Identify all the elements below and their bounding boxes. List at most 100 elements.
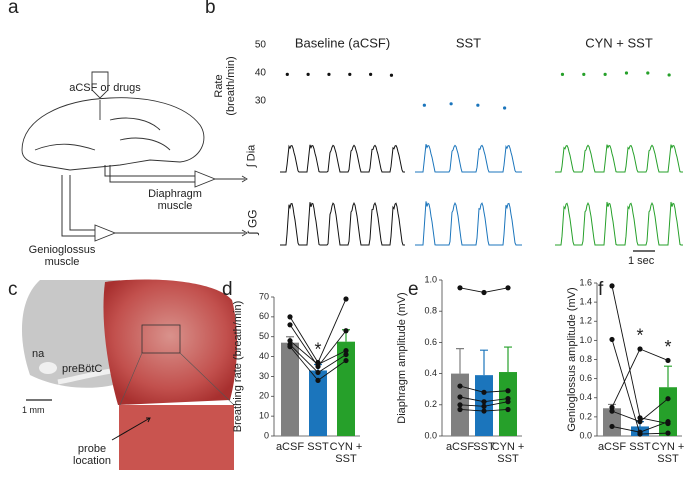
x-tick-label: aCSF bbox=[597, 441, 627, 453]
y-tick-label: 50 bbox=[259, 331, 269, 341]
subject-line bbox=[289, 340, 319, 365]
subject-point bbox=[481, 399, 487, 405]
x-tick-label: SST bbox=[307, 441, 329, 453]
signal-trace bbox=[415, 201, 522, 246]
subject-line bbox=[639, 398, 669, 423]
y-tick-label: 40 bbox=[259, 351, 269, 361]
subject-point bbox=[665, 396, 671, 402]
rate-dot bbox=[369, 72, 373, 76]
y-axis-label: Rate (breath/min) bbox=[213, 56, 237, 116]
series-header: SST bbox=[456, 35, 481, 50]
subject-point bbox=[665, 357, 671, 364]
y-tick-label: 70 bbox=[259, 291, 269, 301]
rate-dot bbox=[422, 103, 426, 107]
bar bbox=[603, 408, 621, 436]
subject-line bbox=[289, 344, 319, 373]
y-tick-label: 20 bbox=[259, 391, 269, 401]
signal-trace bbox=[415, 144, 522, 173]
subject-point bbox=[609, 423, 615, 430]
y-tick-label: 60 bbox=[259, 311, 269, 321]
subject-point bbox=[481, 408, 487, 414]
y-axis-label: Diaphragm amplitude (mV) bbox=[396, 292, 408, 423]
trace-label: ∫ Dia bbox=[245, 144, 258, 168]
subject-line bbox=[289, 346, 319, 381]
subject-line bbox=[289, 324, 319, 367]
rate-dot bbox=[560, 72, 565, 76]
subject-line bbox=[317, 360, 347, 381]
subject-line bbox=[639, 432, 669, 435]
brainstem-section bbox=[21, 279, 238, 470]
subject-line bbox=[483, 409, 509, 412]
subject-line bbox=[483, 390, 509, 393]
x-tick-label: CYN + SST bbox=[651, 441, 685, 465]
y-tick-label: 30 bbox=[259, 371, 269, 381]
y-tick-label: 0.4 bbox=[579, 392, 592, 402]
subject-point bbox=[457, 285, 463, 291]
subject-line bbox=[317, 298, 347, 363]
rate-dot bbox=[582, 72, 586, 76]
subject-point bbox=[343, 348, 349, 354]
subject-point bbox=[505, 285, 511, 291]
rate-dot bbox=[449, 102, 453, 106]
rate-dot bbox=[389, 73, 394, 77]
error-bar bbox=[480, 349, 488, 376]
y-tick-label: 0.0 bbox=[579, 430, 592, 440]
error-bar bbox=[504, 346, 512, 373]
y-tick-label: 0.4 bbox=[424, 368, 437, 378]
subject-point bbox=[481, 403, 487, 409]
significance-mark: * bbox=[314, 339, 321, 359]
y-axis-label: Breathing rate (breath/min) bbox=[232, 301, 244, 432]
subject-line bbox=[317, 350, 347, 365]
bar bbox=[337, 341, 355, 436]
subject-point bbox=[315, 377, 321, 383]
subject-line bbox=[317, 354, 347, 373]
subject-point bbox=[457, 406, 463, 413]
bar bbox=[309, 370, 327, 436]
bar bbox=[659, 387, 677, 436]
subject-point bbox=[609, 404, 615, 410]
rate-dot bbox=[646, 71, 650, 75]
subject-line bbox=[483, 398, 509, 403]
panel-label: e bbox=[408, 279, 419, 300]
rate-dot bbox=[476, 103, 480, 107]
subject-point bbox=[637, 429, 643, 435]
x-tick-label: SST bbox=[473, 441, 495, 453]
subject-point bbox=[343, 351, 349, 358]
subject-point bbox=[315, 361, 321, 368]
rate-dot bbox=[348, 72, 352, 76]
subject-line bbox=[459, 409, 485, 412]
y-tick-label: 1.0 bbox=[579, 335, 592, 345]
x-tick-label: aCSF bbox=[275, 441, 305, 453]
subject-point bbox=[637, 415, 643, 421]
y-tick-label: 1.6 bbox=[579, 277, 592, 287]
subject-point bbox=[481, 389, 487, 395]
subject-line bbox=[459, 396, 485, 403]
subject-point bbox=[505, 406, 511, 413]
panel-label: d bbox=[222, 279, 233, 300]
subject-point bbox=[287, 314, 293, 320]
y-tick-label: 0 bbox=[264, 430, 269, 440]
subject-point bbox=[637, 419, 643, 425]
subject-point bbox=[609, 283, 615, 289]
series-header: Baseline (aCSF) bbox=[295, 35, 390, 50]
significance-mark: * bbox=[636, 326, 643, 346]
x-tick-label: SST bbox=[629, 441, 651, 453]
error-bar bbox=[456, 348, 464, 374]
x-tick-label: CYN + SST bbox=[329, 441, 363, 465]
rate-dot bbox=[503, 106, 507, 110]
subject-point bbox=[505, 399, 511, 405]
y-tick-label: 1.4 bbox=[579, 297, 592, 307]
time-scale-label: 1 sec bbox=[628, 255, 655, 267]
subject-line bbox=[289, 316, 319, 363]
rate-dot bbox=[285, 72, 289, 76]
muscle-label: Genioglossus muscle bbox=[28, 244, 96, 268]
rate-dot bbox=[327, 72, 331, 76]
subject-point bbox=[343, 296, 349, 302]
scale-label: 1 mm bbox=[22, 405, 45, 415]
rate-dot bbox=[624, 71, 629, 75]
subject-point bbox=[457, 383, 463, 389]
trace-label: ∫ GG bbox=[245, 209, 260, 235]
subject-line bbox=[459, 404, 485, 407]
panel-label: b bbox=[205, 0, 216, 18]
